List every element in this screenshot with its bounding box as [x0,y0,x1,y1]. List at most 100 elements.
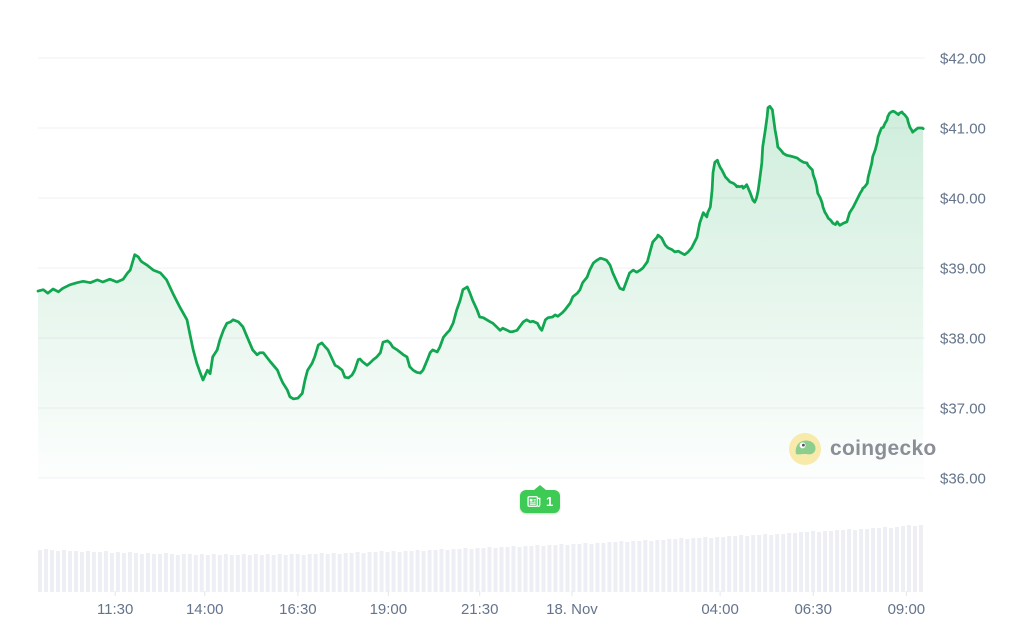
x-axis-label: 14:00 [186,601,224,618]
volume-bar [805,532,810,592]
volume-bar [823,531,828,592]
x-axis-label: 16:30 [279,601,317,618]
volume-bar [817,532,822,592]
volume-bar [511,546,516,592]
volume-bar [601,543,606,592]
x-axis-label: 11:30 [97,601,133,618]
coingecko-gecko-icon [789,433,821,465]
volume-bar [529,546,534,592]
volume-bar [691,538,696,592]
volume-bar [391,551,396,592]
volume-bar [223,554,228,592]
volume-bar [847,529,852,592]
volume-bar [163,553,168,592]
volume-bar [853,530,858,592]
volume-bar [619,541,624,592]
volume-bar [62,550,66,592]
volume-bar [919,525,923,592]
volume-bar [655,540,660,592]
x-axis-label: 21:30 [461,601,499,618]
x-axis-label: 18. Nov [546,601,598,618]
volume-bar [74,551,78,592]
volume-bar [799,532,804,592]
volume-bar [283,555,288,592]
volume-bar [451,549,456,592]
volume-bar [703,537,708,592]
news-annotation-count: 1 [546,494,554,509]
volume-bar [517,547,522,592]
volume-bar [751,535,756,592]
volume-bar [487,547,492,592]
volume-bar [829,531,834,592]
volume-bar [421,551,426,592]
y-axis-label: $39.00 [940,260,986,277]
volume-bar [277,554,282,592]
volume-bar [679,538,684,592]
price-line [36,104,925,401]
volume-bar [343,553,348,592]
volume-bar [151,554,156,592]
volume-bar [895,527,899,592]
y-axis-label: $38.00 [940,330,986,347]
volume-bar [439,549,444,592]
volume-bar [697,538,702,592]
volume-bar [913,526,917,592]
volume-bar [715,537,720,592]
volume-bar [355,552,360,592]
volume-bar [757,535,762,592]
volume-bar [865,529,870,592]
volume-bar [325,554,330,592]
volume-bar [877,528,882,592]
volume-bar [859,529,864,592]
volume-bar [595,543,600,592]
volume-bar [631,541,636,592]
news-icon [527,495,541,508]
volume-bar [661,540,666,592]
volume-bar [205,555,210,592]
volume-bar [685,539,690,592]
volume-bar [547,545,552,592]
volume-bar [721,537,726,592]
y-axis-label: $42.00 [940,50,986,67]
volume-bar [673,539,678,592]
volume-bar [643,540,648,592]
volume-bar [607,542,612,592]
volume-bar [793,533,798,592]
volume-bar [247,555,252,592]
volume-bar [565,545,570,592]
volume-bar [499,547,504,592]
coingecko-watermark: coingecko [789,433,937,465]
volume-bar [133,553,138,592]
volume-bar [175,555,180,592]
volume-bar [115,552,120,592]
volume-bar [50,550,54,592]
volume-bar [44,549,48,592]
volume-bar [217,555,222,592]
volume-bar [523,546,528,592]
volume-bar [253,554,258,592]
volume-bar [625,542,630,592]
volume-bar [841,530,846,592]
volume-bar [505,547,510,592]
volume-bar [331,553,336,592]
volume-bar [319,553,324,592]
volume-bar [469,549,474,592]
volume-bar [193,555,198,592]
volume-bar [481,548,486,592]
volume-bar [739,535,744,592]
x-axis-label: 09:00 [888,601,926,618]
volume-bar [475,548,480,592]
y-axis-label: $37.00 [940,400,986,417]
news-annotation-badge[interactable]: 1 [520,490,561,513]
volume-bar [415,550,420,592]
volume-bar [301,555,306,592]
volume-bar [871,528,876,592]
volume-bar [835,530,840,592]
volume-bar [91,552,96,592]
volume-bar [493,548,498,592]
volume-bar [397,552,402,592]
volume-bar [559,544,564,592]
volume-bar [271,555,276,592]
